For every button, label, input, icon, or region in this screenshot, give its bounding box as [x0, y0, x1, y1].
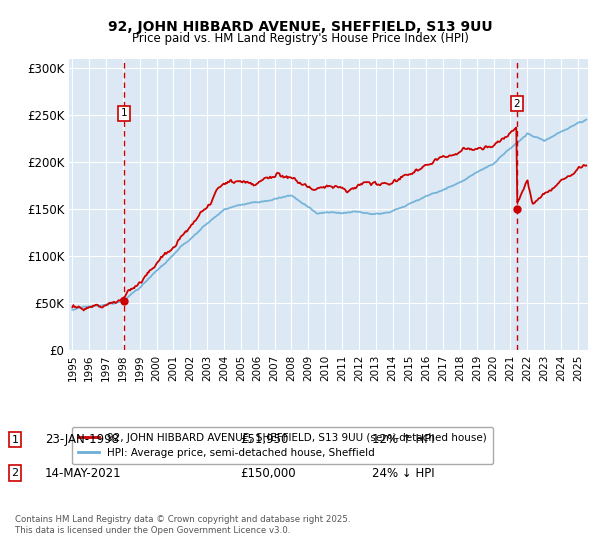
Text: Price paid vs. HM Land Registry's House Price Index (HPI): Price paid vs. HM Land Registry's House … — [131, 32, 469, 45]
Text: 24% ↓ HPI: 24% ↓ HPI — [372, 466, 434, 480]
Text: 23-JAN-1998: 23-JAN-1998 — [45, 433, 119, 446]
Text: 2: 2 — [11, 468, 19, 478]
Text: 1: 1 — [11, 435, 19, 445]
Text: £150,000: £150,000 — [240, 466, 296, 480]
Text: Contains HM Land Registry data © Crown copyright and database right 2025.
This d: Contains HM Land Registry data © Crown c… — [15, 515, 350, 535]
Text: 92, JOHN HIBBARD AVENUE, SHEFFIELD, S13 9UU: 92, JOHN HIBBARD AVENUE, SHEFFIELD, S13 … — [107, 20, 493, 34]
Text: £51,950: £51,950 — [240, 433, 289, 446]
Text: 2: 2 — [514, 99, 520, 109]
Text: 1: 1 — [121, 108, 127, 118]
Text: 12% ↑ HPI: 12% ↑ HPI — [372, 433, 434, 446]
Text: 14-MAY-2021: 14-MAY-2021 — [45, 466, 122, 480]
Legend: 92, JOHN HIBBARD AVENUE, SHEFFIELD, S13 9UU (semi-detached house), HPI: Average : 92, JOHN HIBBARD AVENUE, SHEFFIELD, S13 … — [71, 427, 493, 464]
